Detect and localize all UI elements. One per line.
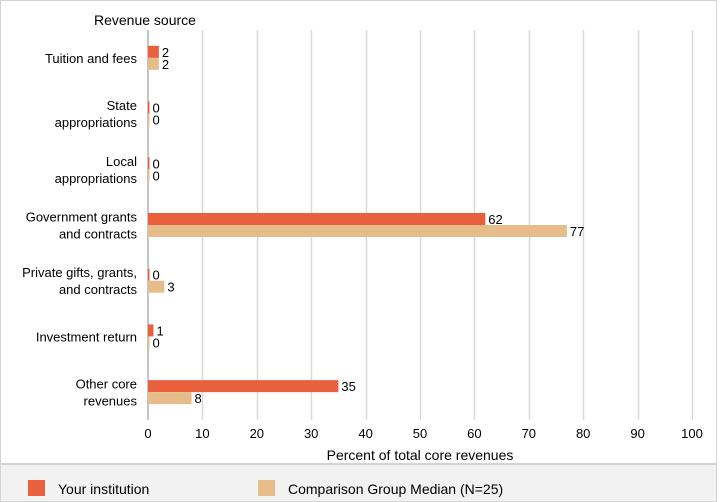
bar-value-label: 0: [153, 335, 160, 350]
bar: [148, 380, 339, 393]
bar: [148, 57, 159, 70]
bar: [148, 113, 150, 126]
bar: [148, 169, 150, 182]
x-tick-label: 10: [195, 426, 209, 441]
x-tick-label: 70: [522, 426, 536, 441]
category-label: Government grants and contracts: [26, 210, 138, 242]
bar-value-label: 77: [570, 224, 584, 239]
legend: Your institution Comparison Group Median …: [28, 480, 503, 497]
bar: [148, 392, 192, 405]
bar: [148, 101, 150, 114]
legend-swatch: [258, 480, 275, 496]
bar-value-label: 1: [156, 323, 163, 338]
bar-value-label: 2: [162, 45, 169, 60]
x-tick-label: 60: [467, 426, 481, 441]
bar-value-label: 35: [341, 379, 355, 394]
x-tick-label: 90: [630, 426, 644, 441]
legend-swatch: [28, 480, 45, 496]
bar-value-label: 2: [162, 57, 169, 72]
legend-frame: [0, 464, 717, 502]
bar-value-label: 0: [153, 156, 160, 171]
bar-value-label: 62: [488, 212, 502, 227]
category-label: State appropriations: [55, 98, 138, 130]
chart-title: Revenue source: [94, 12, 196, 28]
category-label: Tuition and fees: [45, 51, 138, 66]
x-tick-label: 80: [576, 426, 590, 441]
x-tick-label: 30: [304, 426, 318, 441]
bar: [148, 324, 154, 337]
bar: [148, 213, 486, 225]
category-label: Local appropriations: [55, 154, 138, 186]
bar: [148, 268, 150, 281]
category-label: Private gifts, grants, and contracts: [22, 265, 137, 297]
bar-value-label: 0: [153, 168, 160, 183]
bar-value-label: 0: [153, 101, 160, 116]
bar-value-label: 3: [167, 280, 174, 295]
x-tick-labels: 0 10 20 30 40 50 60 70 80 90 100: [144, 426, 702, 441]
x-axis-label: Percent of total core revenues: [327, 447, 514, 463]
bar-value-label: 0: [153, 268, 160, 283]
x-tick-label: 20: [250, 426, 264, 441]
x-tick-label: 50: [413, 426, 427, 441]
bar: [148, 225, 567, 237]
category-label: Other core revenues: [76, 377, 138, 409]
x-tick-label: 100: [681, 426, 703, 441]
x-tick-label: 40: [358, 426, 372, 441]
bar: [148, 45, 159, 58]
bar-value-label: 0: [153, 113, 160, 128]
bars: [148, 45, 567, 405]
bar: [148, 280, 165, 293]
bar: [148, 157, 150, 170]
category-label: Investment return: [36, 329, 137, 344]
legend-label: Comparison Group Median (N=25): [288, 481, 503, 497]
category-labels: Tuition and fees State appropriations Local…: [22, 51, 137, 409]
bar-value-label: 8: [195, 391, 202, 406]
bar: [148, 336, 150, 349]
legend-label: Your institution: [58, 481, 149, 497]
x-tick-label: 0: [144, 426, 151, 441]
